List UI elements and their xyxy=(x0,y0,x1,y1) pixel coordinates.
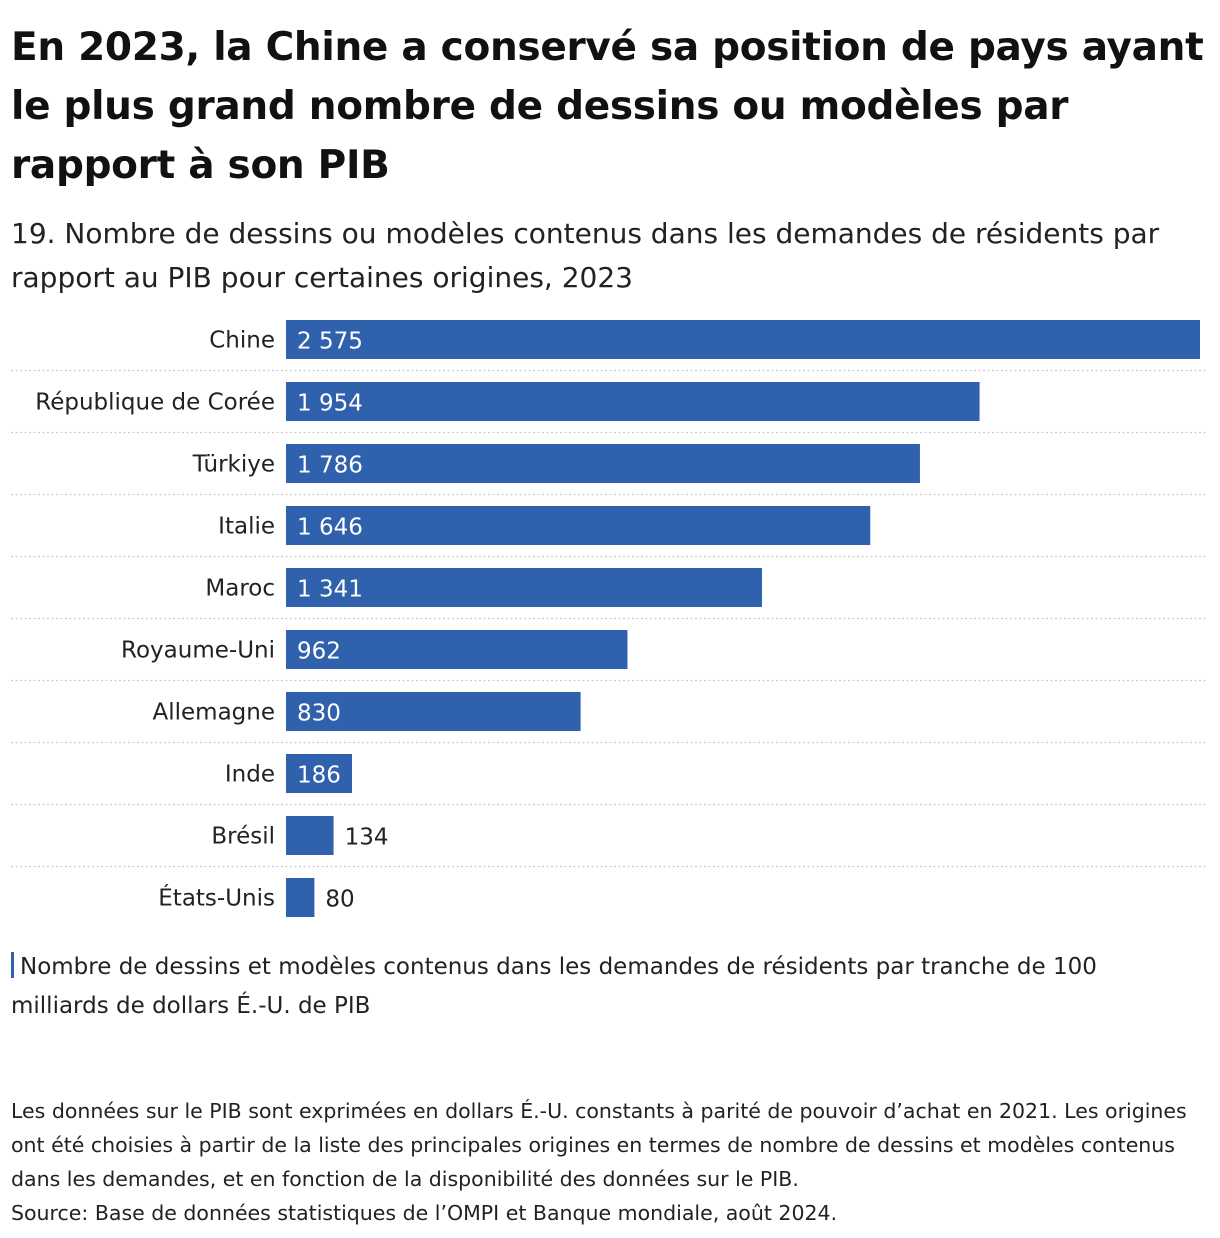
legend-label: Nombre de dessins et modèles contenus da… xyxy=(11,954,1097,1019)
source-text: Source: Base de données statistiques de … xyxy=(11,1201,838,1225)
bar xyxy=(286,568,762,607)
bar xyxy=(286,444,920,483)
category-label: République de Corée xyxy=(35,390,275,416)
value-label: 1 954 xyxy=(297,391,363,417)
value-label: 830 xyxy=(297,701,341,727)
category-label: Brésil xyxy=(211,824,275,850)
bar-chart: Chine 2 575 République de Corée 1 954 Türkiy… xyxy=(11,320,1208,917)
chart-subtitle: 19. Nombre de dessins ou modèles contenu… xyxy=(11,217,1160,294)
value-label: 80 xyxy=(325,887,354,913)
chart-title: En 2023, la Chine a conservé sa position… xyxy=(11,25,1204,188)
value-label: 186 xyxy=(297,763,341,789)
category-label: Allemagne xyxy=(153,700,276,726)
bar xyxy=(286,630,628,669)
category-label: Italie xyxy=(218,514,275,540)
value-label: 1 646 xyxy=(297,515,363,541)
value-label: 1 786 xyxy=(297,453,363,479)
bar xyxy=(286,754,353,793)
notes-text: Les données sur le PIB sont exprimées en… xyxy=(11,1099,1187,1191)
value-label: 1 341 xyxy=(297,577,363,603)
bar xyxy=(286,878,315,917)
category-label: Chine xyxy=(209,328,275,354)
category-label: Türkiye xyxy=(192,452,275,478)
category-label: États-Unis xyxy=(158,884,275,912)
bar xyxy=(286,320,1200,359)
value-label: 962 xyxy=(297,639,341,665)
bar xyxy=(286,692,581,731)
category-label: Maroc xyxy=(205,576,275,602)
bar xyxy=(286,506,871,545)
value-label: 134 xyxy=(345,825,389,851)
category-label: Inde xyxy=(225,762,275,788)
bar xyxy=(286,382,980,421)
legend: Nombre de dessins et modèles contenus da… xyxy=(11,948,1201,1026)
category-label: Royaume-Uni xyxy=(121,638,275,664)
legend-swatch xyxy=(11,952,14,978)
bar xyxy=(286,816,334,855)
value-label: 2 575 xyxy=(297,329,363,355)
chart-notes: Les données sur le PIB sont exprimées en… xyxy=(11,1094,1211,1230)
